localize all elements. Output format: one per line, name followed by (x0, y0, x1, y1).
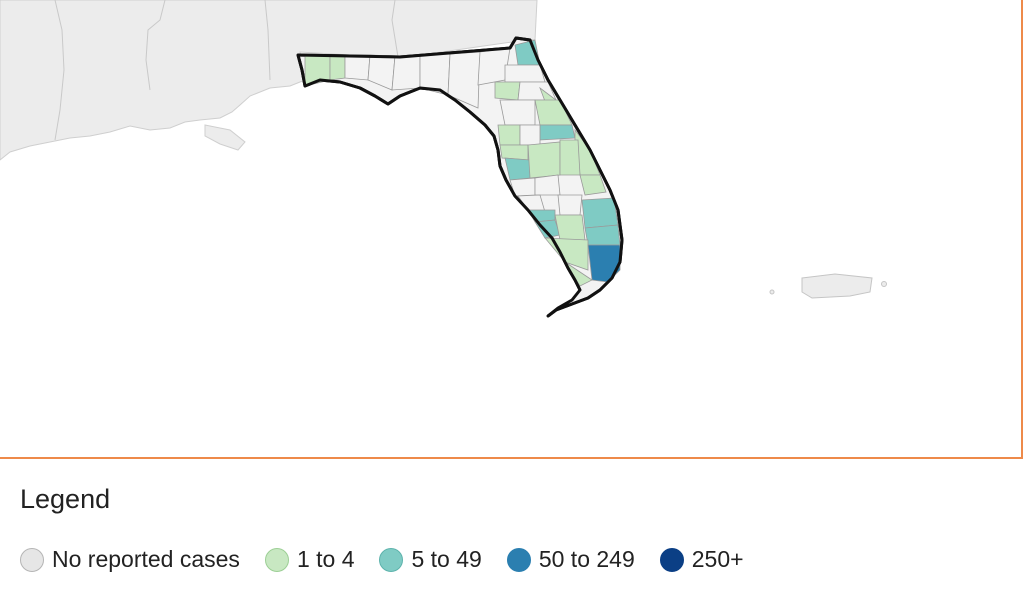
florida-outline-stroke (297, 36, 624, 318)
county-miami-dade[interactable] (587, 244, 621, 283)
legend-label-50-to-249: 50 to 249 (538, 546, 635, 572)
legend-label-1-to-4: 1 to 4 (296, 546, 355, 572)
mona-island (769, 289, 775, 295)
legend-swatch-1-to-4-icon (264, 547, 289, 572)
county-panhandle-a[interactable] (344, 54, 371, 81)
county-alachua[interactable] (494, 81, 521, 101)
county-panhandle-c[interactable] (391, 54, 421, 91)
legend-items: No reported cases 1 to 4 5 to 49 50 to 2… (20, 546, 769, 573)
puerto-rico-shape (801, 273, 873, 299)
legend-swatch-50-to-249-icon (506, 547, 531, 572)
florida-gulf-coast-stroke (296, 54, 582, 291)
legend-item-1-to-4[interactable]: 1 to 4 (264, 546, 355, 573)
legend-swatch-250-plus-icon (659, 547, 684, 572)
neighbor-states-region (0, 0, 538, 161)
county-santa-rosa[interactable] (329, 54, 346, 81)
county-pasco[interactable] (499, 144, 529, 161)
county-indian-river[interactable] (579, 174, 607, 196)
county-marion[interactable] (499, 99, 536, 126)
county-layer[interactable] (304, 39, 621, 287)
legend-title: Legend (20, 484, 111, 514)
state-border-lines (54, 0, 399, 141)
legend-item-250-plus[interactable]: 250+ (659, 546, 744, 573)
county-osceola[interactable] (559, 139, 581, 176)
legend-item-5-to-49[interactable]: 5 to 49 (379, 546, 482, 573)
county-palm-beach[interactable] (581, 197, 619, 229)
legend-swatch-5-to-49-icon (379, 547, 404, 572)
legend-label-none: No reported cases (52, 546, 240, 572)
legend-label-250-plus: 250+ (691, 546, 744, 572)
county-broward[interactable] (584, 224, 621, 246)
legend-item-50-to-249[interactable]: 50 to 249 (506, 546, 635, 573)
county-highlands[interactable] (557, 194, 583, 216)
county-hendry[interactable] (554, 214, 586, 241)
legend-item-none[interactable]: No reported cases (20, 546, 240, 573)
florida-county-map[interactable] (0, 0, 1021, 457)
county-sumter[interactable] (519, 124, 541, 146)
county-hardee[interactable] (534, 174, 561, 196)
county-citrus[interactable] (497, 124, 521, 146)
legend-label-5-to-49: 5 to 49 (411, 546, 482, 572)
county-polk[interactable] (527, 141, 561, 179)
county-seminole[interactable] (539, 124, 576, 141)
vieques-island (881, 281, 887, 287)
county-nassau-area[interactable] (504, 64, 546, 83)
map-panel[interactable] (0, 0, 1023, 459)
gulf-coast-bays (204, 124, 246, 151)
legend-swatch-none-icon (20, 547, 44, 572)
